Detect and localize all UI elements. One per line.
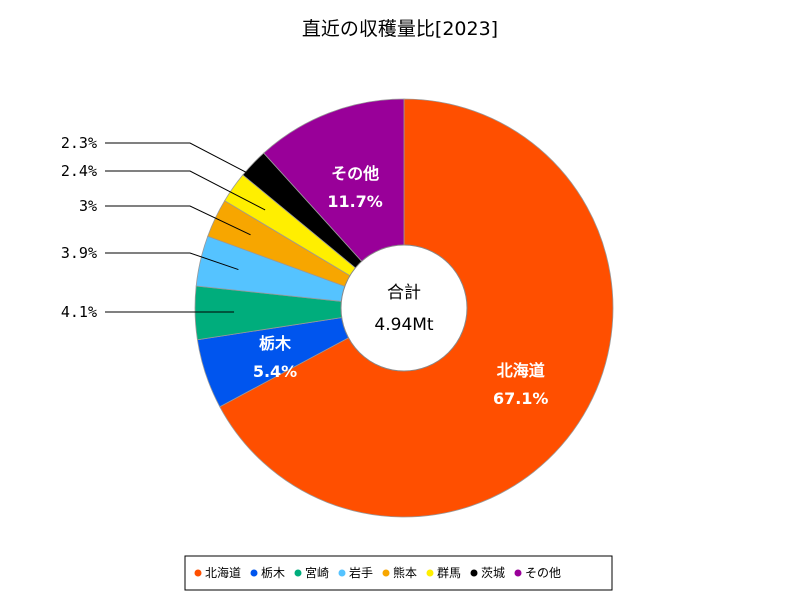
legend-marker-3 [338, 569, 346, 577]
donut-hole [340, 244, 468, 372]
slice-name-label-7: その他 [331, 164, 379, 183]
legend-label-0: 北海道 [205, 565, 241, 580]
slice-value-label-3: 3.9% [61, 244, 97, 262]
legend-label-5: 群馬 [437, 566, 461, 580]
legend-item-4[interactable]: 熊本 [382, 565, 418, 580]
leader-line-5 [105, 170, 266, 211]
legend-marker-6 [470, 569, 478, 577]
slice-value-label-2: 4.1% [61, 303, 97, 321]
legend-marker-0 [194, 569, 202, 577]
legend-marker-2 [294, 569, 302, 577]
leader-line-6 [105, 142, 282, 192]
slice-value-label-5: 2.4% [61, 162, 97, 180]
legend-item-5[interactable]: 群馬 [426, 566, 462, 580]
slice-name-label-1: 栃木 [259, 334, 292, 353]
legend-marker-5 [426, 569, 434, 577]
slice-value-label-6: 2.3% [61, 134, 97, 152]
slice-value-label-1: 5.4% [253, 362, 297, 381]
slice-value-label-4: 3% [79, 197, 97, 215]
slice-value-label-0: 67.1% [493, 389, 549, 408]
legend-item-2[interactable]: 宮崎 [294, 565, 330, 580]
center-total-value: 4.94Mt [374, 315, 434, 335]
legend-item-0[interactable]: 北海道 [194, 565, 242, 580]
legend-label-3: 岩手 [349, 565, 373, 580]
legend-item-7[interactable]: その他 [514, 566, 562, 580]
legend-item-1[interactable]: 栃木 [250, 566, 286, 580]
legend-label-1: 栃木 [261, 566, 285, 580]
legend-label-7: その他 [525, 566, 561, 580]
chart-title: 直近の収穫量比[2023] [302, 18, 498, 40]
leader-lines [105, 142, 282, 313]
legend[interactable]: 北海道 栃木 宮崎 岩手 熊本 群馬 茨城 その他 [184, 555, 613, 591]
legend-label-4: 熊本 [393, 565, 417, 580]
legend-item-3[interactable]: 岩手 [338, 565, 374, 580]
slice-name-label-0: 北海道 [497, 361, 545, 380]
legend-marker-1 [250, 569, 258, 577]
legend-label-2: 宮崎 [305, 565, 329, 580]
slice-value-label-7: 11.7% [327, 192, 383, 211]
leader-line-3 [105, 252, 239, 271]
legend-item-6[interactable]: 茨城 [470, 566, 506, 580]
slice-labels: 北海道 67.1% 栃木 5.4% 4.1% 3.9% 3% 2.4% 2.3% その他 11.7% [61, 134, 549, 408]
leader-line-4 [105, 205, 251, 236]
center-label: 合計 [387, 283, 421, 303]
legend-marker-4 [382, 569, 390, 577]
legend-marker-7 [514, 569, 522, 577]
legend-label-6: 茨城 [481, 566, 505, 580]
